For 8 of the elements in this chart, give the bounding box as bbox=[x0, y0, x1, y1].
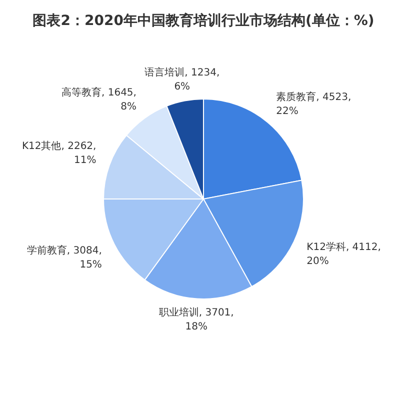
slice-label: K12其他, 2262, 11% bbox=[22, 140, 96, 166]
slice-label: 语言培训, 1234, 6% bbox=[144, 66, 220, 93]
chart-title: 图表2：2020年中国教育培训行业市场结构(单位：%) bbox=[32, 12, 376, 31]
slice-label: 学前教育, 3084, 15% bbox=[26, 244, 102, 270]
slice-label: 高等教育, 1645, 8% bbox=[61, 86, 136, 112]
slice-label: 职业培训, 3701, 18% bbox=[158, 306, 234, 332]
slice-label: K12学科, 4112, 20% bbox=[306, 241, 381, 268]
slice-label: 素质教育, 4523, 22% bbox=[276, 90, 352, 117]
